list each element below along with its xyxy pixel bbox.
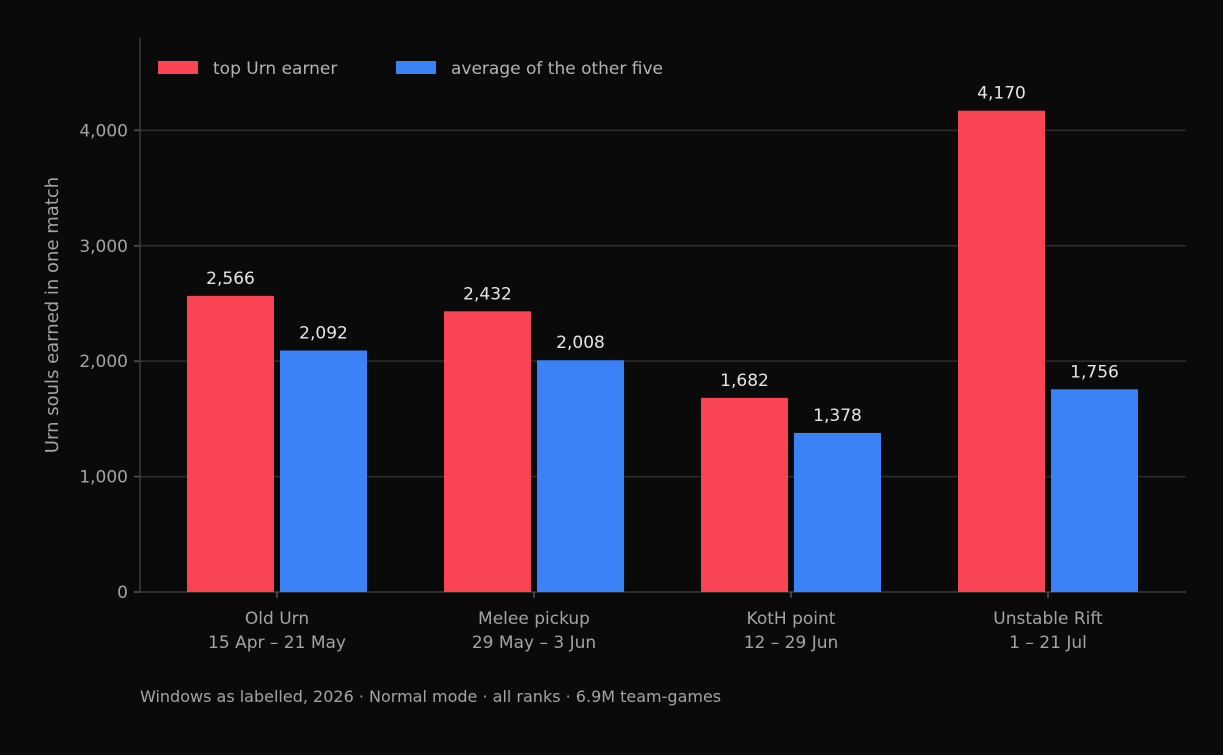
bar-average-other: [794, 432, 881, 592]
tick-labels: 0 1,000 2,000 3,000 4,000 Old Urn 15 Apr – 21 …: [79, 121, 1103, 653]
bar-value-label: 1,378: [813, 406, 862, 426]
legend: top Urn earner average of the other five: [158, 59, 663, 79]
y-tick-label: 4,000: [79, 121, 128, 141]
y-tick-label: 2,000: [79, 352, 128, 372]
bar-value-label: 1,756: [1070, 362, 1119, 382]
bar-value-label: 4,170: [977, 84, 1026, 104]
legend-label: average of the other five: [451, 59, 663, 79]
bars: [187, 110, 1138, 593]
x-tick-sublabel: 12 – 29 Jun: [744, 633, 839, 653]
chart-footnote: Windows as labelled, 2026 · Normal mode …: [140, 687, 722, 706]
bar-value-label: 2,432: [463, 284, 512, 304]
x-tick-label: Melee pickup: [478, 609, 590, 629]
bar-top-earner: [958, 110, 1045, 593]
y-tick-label: 3,000: [79, 237, 128, 257]
bar-top-earner: [701, 397, 788, 592]
bar-value-label: 2,008: [556, 333, 605, 353]
bar-value-label: 1,682: [720, 371, 769, 391]
legend-label: top Urn earner: [213, 59, 337, 79]
bar-top-earner: [444, 311, 531, 592]
bar-value-label: 2,566: [206, 269, 255, 289]
x-tick-label: KotH point: [747, 609, 836, 629]
bar-average-other: [1051, 389, 1138, 592]
x-tick-sublabel: 1 – 21 Jul: [1009, 633, 1087, 653]
legend-swatch: [158, 61, 198, 74]
bar-average-other: [280, 350, 367, 592]
bar-top-earner: [187, 295, 274, 592]
y-tick-label: 0: [117, 583, 128, 603]
bar-average-other: [537, 360, 624, 592]
y-tick-label: 1,000: [79, 468, 128, 488]
data-labels: 2,566 2,092 2,432 2,008 1,682 1,378 4,170 1,756: [206, 84, 1119, 426]
x-tick-sublabel: 29 May – 3 Jun: [472, 633, 596, 653]
x-tick-label: Unstable Rift: [993, 609, 1103, 629]
x-tick-sublabel: 15 Apr – 21 May: [208, 633, 346, 653]
y-axis-title: Urn souls earned in one match: [42, 177, 63, 453]
x-tick-label: Old Urn: [245, 609, 309, 629]
bar-value-label: 2,092: [299, 324, 348, 344]
legend-swatch: [396, 61, 436, 74]
